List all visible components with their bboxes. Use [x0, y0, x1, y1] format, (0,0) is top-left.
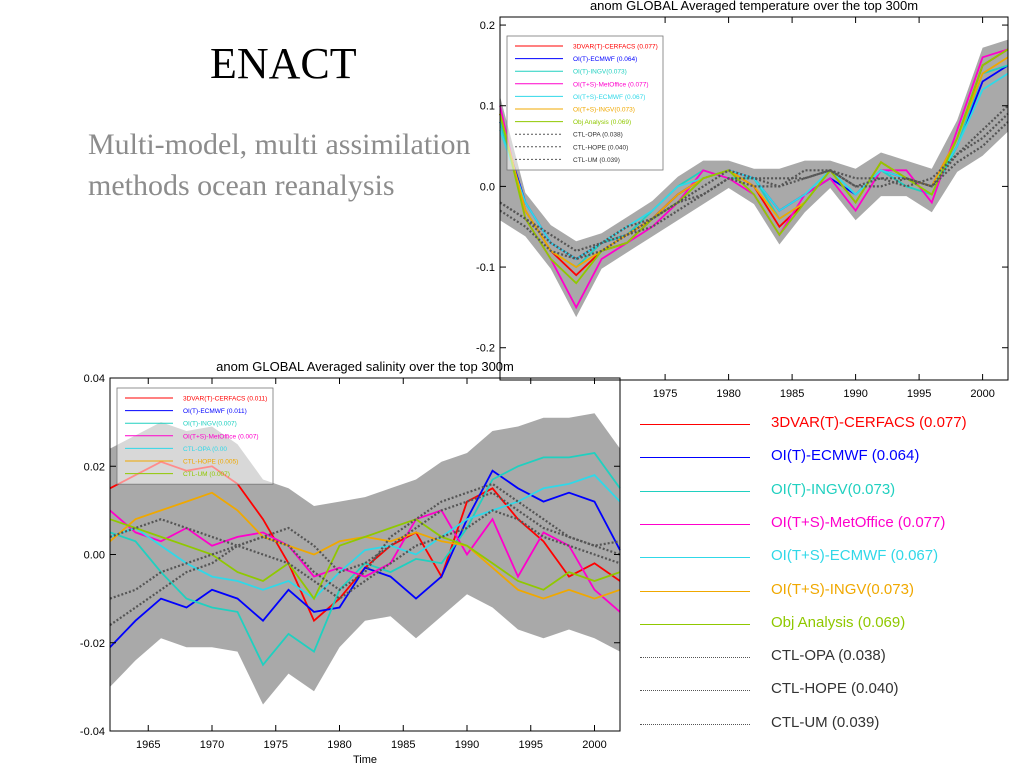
big-legend-swatch — [640, 723, 750, 725]
x-tick-label: 2000 — [582, 739, 606, 751]
legend-label: Obj Analysis (0.069) — [573, 119, 631, 126]
legend-label: OI(T)-ECMWF (0.011) — [183, 408, 247, 415]
chart-title: anom GLOBAL Averaged temperature over th… — [590, 0, 918, 13]
y-tick-label: -0.1 — [476, 262, 495, 274]
big-legend-row: 3DVAR(T)-CERFACS (0.077) — [640, 408, 1020, 441]
x-tick-label: 1985 — [391, 739, 415, 751]
legend-label: OI(T+S)-ECMWF (0.067) — [573, 94, 645, 101]
chart-title: anom GLOBAL Averaged salinity over the t… — [216, 359, 514, 374]
x-tick-label: 1990 — [843, 388, 867, 400]
spread-band — [110, 413, 620, 705]
legend-label: OI(T+S)-MetOffice (0.007) — [183, 433, 259, 440]
big-legend-label: CTL-UM (0.039) — [771, 713, 880, 731]
big-legend-label: OI(T+S)-INGV(0.073) — [771, 580, 914, 598]
legend-label: CTL-UM (0.007) — [183, 471, 230, 478]
salinity-chart: anom GLOBAL Averaged salinity over the t… — [80, 359, 621, 766]
legend-label: CTL-OPA (0.038) — [573, 132, 623, 139]
x-tick-label: 2000 — [970, 388, 994, 400]
big-legend-label: OI(T+S)-ECMWF (0.067) — [771, 547, 939, 565]
x-axis-label: Time — [353, 754, 377, 766]
big-legend-label: CTL-HOPE (0.040) — [771, 680, 899, 698]
big-legend-row: CTL-OPA (0.038) — [640, 641, 1020, 674]
x-tick-label: 1990 — [455, 739, 479, 751]
legend-label: OI(T)-ECMWF (0.064) — [573, 56, 637, 63]
legend-label: CTL-HOPE (0.040) — [573, 144, 628, 151]
legend-label: 3DVAR(T)-CERFACS (0.011) — [183, 396, 267, 403]
series-line-3 — [109, 452, 621, 667]
legend-label: CTL-OPA (0.00 — [183, 446, 227, 453]
series-line-9 — [109, 491, 621, 600]
legend-label: OI(T)-INGV(0.007) — [183, 421, 237, 428]
big-legend-swatch — [640, 623, 750, 625]
plot-frame — [499, 16, 1009, 381]
big-legend-label: Obj Analysis (0.069) — [771, 613, 906, 631]
slide-title: ENACT — [210, 39, 357, 88]
series-line-9 — [499, 104, 1009, 261]
big-legend-label: CTL-OPA (0.038) — [771, 647, 886, 665]
temperature-chart: anom GLOBAL Averaged temperature over th… — [476, 0, 1009, 400]
series-line-10 — [499, 121, 1009, 253]
big-legend-swatch — [640, 657, 750, 659]
series-line-4 — [109, 509, 621, 613]
y-tick-label: 0.0 — [480, 181, 495, 193]
big-legend-label: OI(T+S)-MetOffice (0.077) — [771, 513, 946, 531]
big-legend-row: OI(T+S)-INGV(0.073) — [640, 575, 1020, 608]
big-legend-row: OI(T)-ECMWF (0.064) — [640, 441, 1020, 474]
y-tick-label: 0.1 — [480, 101, 495, 113]
legend-label: OI(T+S)-MetOffice (0.077) — [573, 81, 649, 88]
series-line-7 — [109, 518, 621, 601]
legend-label: CTL-HOPE (0.005) — [183, 459, 238, 466]
x-tick-label: 1980 — [327, 739, 351, 751]
big-legend-row: OI(T+S)-ECMWF (0.067) — [640, 541, 1020, 574]
x-tick-label: 1975 — [264, 739, 288, 751]
y-tick-label: -0.02 — [80, 638, 105, 650]
big-legend-swatch — [640, 690, 750, 692]
x-tick-label: 1995 — [519, 739, 543, 751]
big-legend-swatch — [640, 490, 750, 492]
y-tick-label: 0.04 — [84, 373, 105, 385]
big-legend-swatch — [640, 523, 750, 525]
y-tick-label: 0.00 — [84, 550, 105, 562]
y-tick-label: 0.2 — [480, 20, 495, 32]
big-legend-label: OI(T)-ECMWF (0.064) — [771, 447, 920, 465]
big-legend-row: Obj Analysis (0.069) — [640, 608, 1020, 641]
big-legend-row: OI(T+S)-MetOffice (0.077) — [640, 508, 1020, 541]
x-tick-label: 1980 — [716, 388, 740, 400]
legend-box — [506, 35, 664, 171]
x-tick-label: 1985 — [780, 388, 804, 400]
series-line-7 — [499, 48, 1009, 285]
big-legend-row: OI(T)-INGV(0.073) — [640, 475, 1020, 508]
y-tick-label: 0.02 — [84, 461, 105, 473]
big-legend-swatch — [640, 590, 750, 592]
big-legend-row: CTL-UM (0.039) — [640, 708, 1020, 741]
series-line-10 — [109, 509, 621, 600]
x-tick-label: 1965 — [136, 739, 160, 751]
big-legend-label: OI(T)-INGV(0.073) — [771, 480, 896, 498]
series-line-8 — [499, 113, 1009, 261]
series-line-5 — [109, 474, 621, 600]
big-legend-swatch — [640, 557, 750, 559]
y-tick-label: -0.2 — [476, 343, 495, 355]
big-legend-row: CTL-HOPE (0.040) — [640, 674, 1020, 707]
big-legend-swatch — [640, 424, 750, 425]
legend-label: CTL-UM (0.039) — [573, 157, 620, 164]
legend-label: OI(T)-INGV(0.073) — [573, 69, 627, 76]
slide-subtitle: Multi-model, multi assimilation methods … — [88, 128, 471, 202]
x-tick-label: 1975 — [653, 388, 677, 400]
legend-label: OI(T+S)-INGV(0.073) — [573, 107, 635, 114]
big-legend-swatch — [640, 457, 750, 459]
x-tick-label: 1970 — [200, 739, 224, 751]
x-tick-label: 1995 — [907, 388, 931, 400]
legend-label: 3DVAR(T)-CERFACS (0.077) — [573, 44, 658, 51]
big-legend-label: 3DVAR(T)-CERFACS (0.077) — [771, 414, 967, 431]
y-tick-label: -0.04 — [80, 726, 105, 738]
